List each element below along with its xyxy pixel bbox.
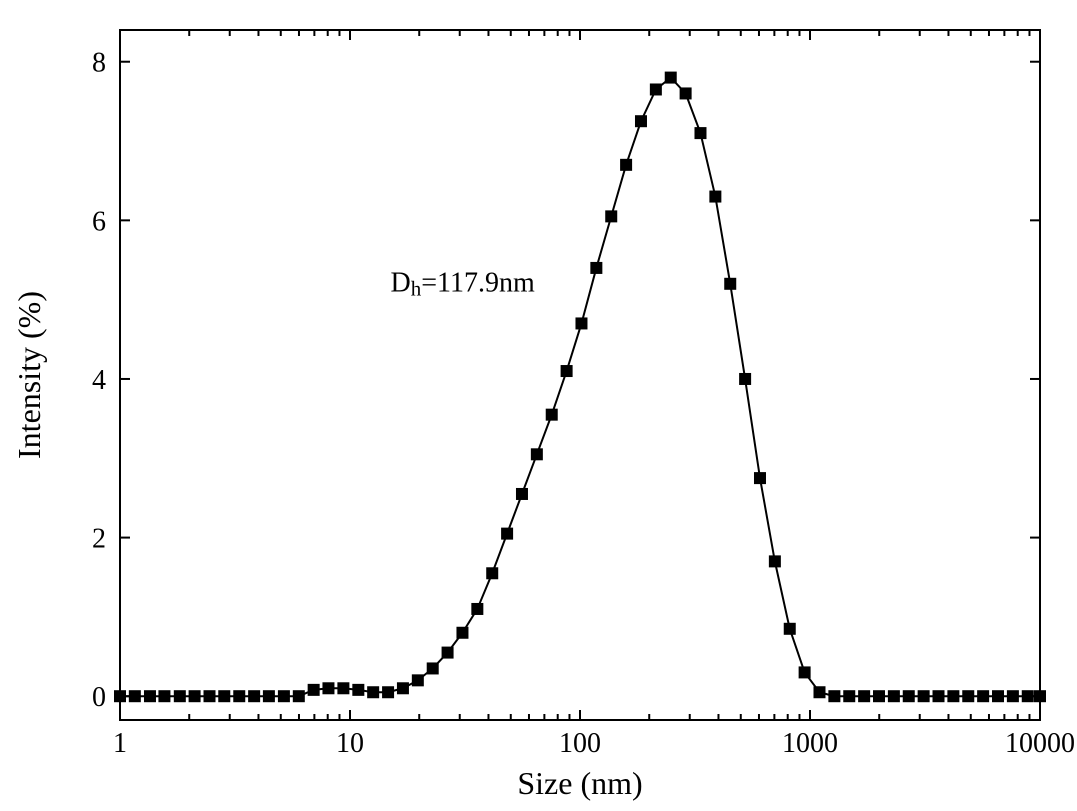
data-marker [992,690,1004,702]
data-marker [739,373,751,385]
x-tick-label: 1 [113,728,127,759]
data-marker [129,690,141,702]
data-marker [918,690,930,702]
data-marker [1034,690,1046,702]
x-axis-label: Size (nm) [517,765,642,801]
data-marker [531,448,543,460]
data-marker [546,409,558,421]
data-marker [694,127,706,139]
data-marker [813,686,825,698]
data-marker [754,472,766,484]
data-marker [427,662,439,674]
data-marker [456,627,468,639]
data-marker [412,674,424,686]
data-marker [293,690,305,702]
data-marker [189,690,201,702]
data-marker [382,686,394,698]
data-marker [144,690,156,702]
chart-container: 1 10 100 1000 10000 0 2 4 6 8 Size (nm) Intensity (… [0,0,1077,811]
data-marker [962,690,974,702]
data-marker [337,682,349,694]
data-marker [561,365,573,377]
data-marker [575,317,587,329]
data-marker [665,72,677,84]
annotation-suffix: =117.9nm [421,268,535,299]
data-marker [873,690,885,702]
data-marker [114,690,126,702]
y-axis-label: Intensity (%) [11,291,47,459]
data-marker [158,690,170,702]
data-marker [933,690,945,702]
data-marker [947,690,959,702]
data-marker [799,666,811,678]
data-marker [442,647,454,659]
data-marker [204,690,216,702]
data-marker [784,623,796,635]
data-marker [263,690,275,702]
data-marker [620,159,632,171]
data-marker [828,690,840,702]
data-marker [471,603,483,615]
data-marker [308,684,320,696]
data-marker [501,528,513,540]
data-marker [278,690,290,702]
annotation-subscript: h [411,277,422,301]
data-marker [769,555,781,567]
data-marker [218,690,230,702]
y-tick-label: 0 [92,682,106,713]
x-tick-label: 10 [336,728,364,759]
y-tick-label: 8 [92,48,106,79]
data-marker [680,87,692,99]
data-marker [903,690,915,702]
data-marker [352,684,364,696]
data-marker [590,262,602,274]
data-marker [709,191,721,203]
data-marker [322,682,334,694]
y-tick-label: 6 [92,206,106,237]
data-marker [635,115,647,127]
y-tick-label: 2 [92,524,106,555]
data-marker [486,567,498,579]
x-tick-label: 100 [559,728,601,759]
y-tick-label: 4 [92,365,106,396]
chart-background [0,0,1077,811]
x-tick-label: 10000 [1005,728,1075,759]
data-marker [843,690,855,702]
data-marker [233,690,245,702]
data-marker [650,83,662,95]
data-marker [174,690,186,702]
data-marker [397,682,409,694]
data-marker [605,210,617,222]
data-marker [1007,690,1019,702]
data-marker [248,690,260,702]
x-tick-label: 1000 [782,728,838,759]
data-marker [858,690,870,702]
data-marker [724,278,736,290]
data-marker [888,690,900,702]
data-marker [1022,690,1034,702]
data-marker [516,488,528,500]
annotation-prefix: D [391,268,411,299]
data-marker [977,690,989,702]
chart-svg: 1 10 100 1000 10000 0 2 4 6 8 Size (nm) Intensity (… [0,0,1077,811]
data-marker [367,686,379,698]
